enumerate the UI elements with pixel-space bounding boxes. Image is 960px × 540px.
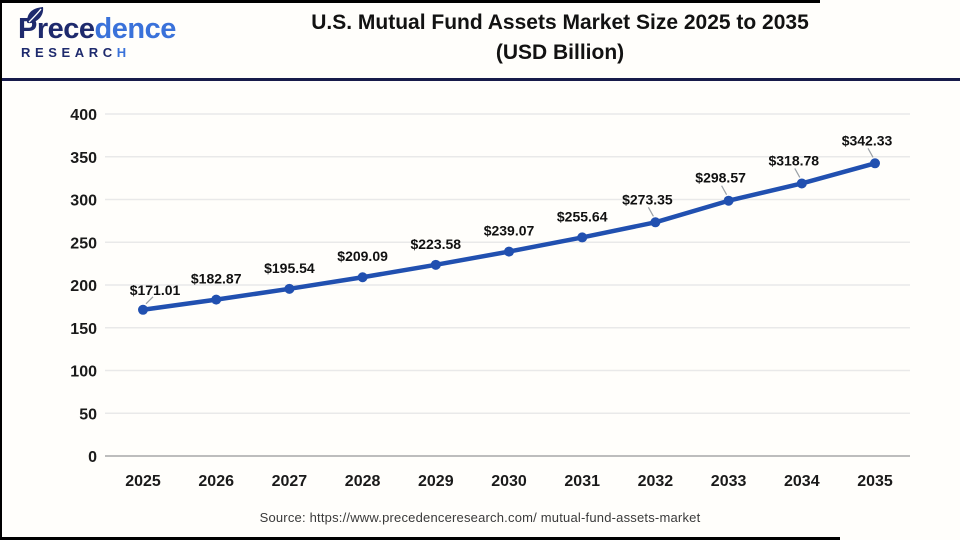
leaf-logo-icon bbox=[27, 7, 44, 24]
svg-text:$195.54: $195.54 bbox=[264, 260, 315, 276]
svg-text:2025: 2025 bbox=[125, 473, 161, 490]
svg-text:$318.78: $318.78 bbox=[768, 152, 819, 168]
svg-text:400: 400 bbox=[70, 107, 97, 124]
svg-text:300: 300 bbox=[70, 193, 97, 210]
svg-text:$239.07: $239.07 bbox=[484, 223, 535, 239]
svg-text:150: 150 bbox=[70, 321, 97, 338]
header: Precedence RESEARCH U.S. Mutual Fund Ass… bbox=[0, 0, 960, 78]
logo-subtitle: RESEARCH bbox=[21, 45, 208, 60]
svg-text:2035: 2035 bbox=[857, 473, 893, 490]
header-divider bbox=[0, 78, 960, 81]
svg-text:$255.64: $255.64 bbox=[557, 208, 608, 224]
svg-text:$209.09: $209.09 bbox=[337, 248, 388, 264]
logo-wordmark: Precedence bbox=[18, 7, 208, 45]
svg-text:$298.57: $298.57 bbox=[695, 170, 746, 186]
svg-text:2027: 2027 bbox=[272, 473, 308, 490]
svg-text:2034: 2034 bbox=[784, 473, 820, 490]
precedence-research-logo: Precedence RESEARCH bbox=[18, 7, 208, 60]
svg-text:2031: 2031 bbox=[564, 473, 600, 490]
svg-text:$182.87: $182.87 bbox=[191, 271, 242, 287]
svg-text:0: 0 bbox=[88, 449, 97, 466]
chart-title-line2: (USD Billion) bbox=[495, 41, 625, 64]
screenshot-frame-bottom bbox=[0, 537, 840, 540]
svg-text:$342.33: $342.33 bbox=[842, 132, 893, 148]
svg-text:$223.58: $223.58 bbox=[410, 236, 461, 252]
svg-text:2032: 2032 bbox=[638, 473, 674, 490]
svg-text:2029: 2029 bbox=[418, 473, 454, 490]
svg-text:350: 350 bbox=[70, 150, 97, 167]
screenshot-frame-top bbox=[0, 0, 820, 3]
screenshot-frame-left bbox=[0, 0, 2, 540]
svg-text:$171.01: $171.01 bbox=[130, 282, 181, 298]
svg-text:250: 250 bbox=[70, 235, 97, 252]
svg-text:2026: 2026 bbox=[198, 473, 234, 490]
source-text: Source: https://www.precedenceresearch.c… bbox=[259, 510, 701, 525]
logo-subtitle-primary: RESEARC bbox=[21, 45, 117, 60]
chart-title: U.S. Mutual Fund Assets Market Size 2025… bbox=[170, 8, 950, 68]
chart-area: 0 50 100 150 200 250 300 350 400 2025 2026 2027 2028… bbox=[0, 81, 960, 540]
svg-text:50: 50 bbox=[79, 406, 97, 423]
svg-text:2028: 2028 bbox=[345, 473, 381, 490]
logo-text-secondary: dence bbox=[94, 13, 177, 45]
chart-title-line1: U.S. Mutual Fund Assets Market Size 2025… bbox=[311, 11, 809, 34]
logo-subtitle-secondary: H bbox=[116, 45, 131, 60]
chart-svg: 0 50 100 150 200 250 300 350 400 2025 2026 2027 2028… bbox=[70, 107, 910, 490]
svg-text:2030: 2030 bbox=[491, 473, 527, 490]
svg-text:$273.35: $273.35 bbox=[622, 191, 673, 207]
svg-text:200: 200 bbox=[70, 278, 97, 295]
svg-text:2033: 2033 bbox=[711, 473, 747, 490]
svg-text:100: 100 bbox=[70, 364, 97, 381]
